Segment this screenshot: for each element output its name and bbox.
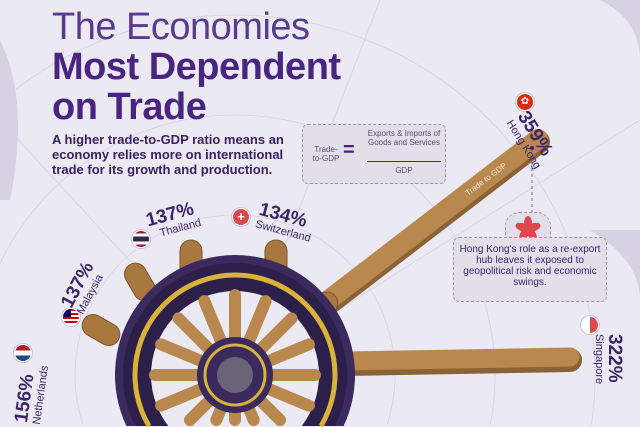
netherlands-flag-icon (14, 344, 32, 362)
title-line-3: on Trade (52, 86, 207, 128)
note-text: Hong Kong's role as a re-export hub leav… (459, 244, 601, 288)
bauhinia-flower-icon (515, 216, 541, 240)
formula-equals: = (343, 139, 355, 161)
switzerland-flag-icon: + (232, 208, 250, 226)
fraction-bar (367, 161, 441, 162)
malaysia-flag-icon (62, 308, 80, 326)
formula-denominator: GDP (395, 166, 413, 175)
formula-lhs: Trade-to-GDP (312, 145, 340, 163)
description: A higher trade-to-GDP ratio means an eco… (52, 132, 284, 177)
formula-box: Trade-to-GDP = Exports & Imports of Good… (302, 124, 446, 184)
hong-kong-note: Hong Kong's role as a re-export hub leav… (453, 237, 607, 302)
thailand-flag-icon (132, 230, 150, 248)
wheel-hub-ring (203, 343, 267, 407)
background-arc (0, 14, 596, 427)
title-line-2: Most Dependent (52, 46, 341, 88)
hong-kong-flag-icon: ✿ (516, 93, 534, 111)
country-label-singapore: 322% Singapore (593, 334, 625, 385)
wheel-hub-center (217, 357, 253, 393)
wheel-gold-ring (132, 272, 338, 427)
value: 322% (604, 334, 625, 383)
formula-numerator: Exports & Imports of Goods and Services (367, 129, 441, 147)
wheel (115, 255, 356, 427)
country-name: Singapore (593, 334, 605, 385)
title-line-1: The Economies (52, 6, 310, 48)
singapore-flag-icon (581, 316, 599, 334)
